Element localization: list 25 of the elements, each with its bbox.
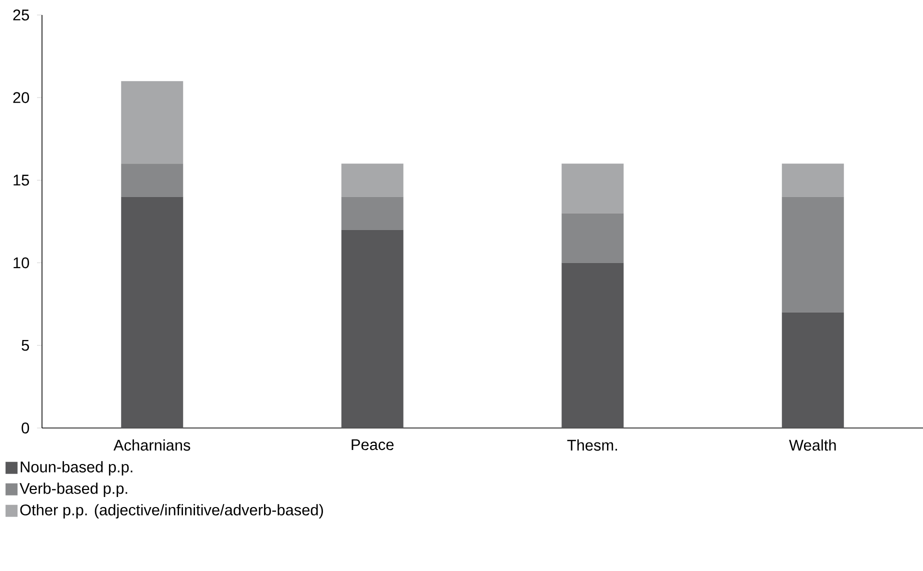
y-tick-label: 10 xyxy=(14,257,30,268)
legend-label: Noun-based p.p. xyxy=(20,461,132,476)
y-tick-label: 25 xyxy=(13,10,29,20)
x-tick-label: Peace xyxy=(352,439,394,450)
legend-label: Other p.p. (adjective/infinitive/adverb-based) xyxy=(20,504,323,518)
y-tick-label: 0 xyxy=(22,422,30,434)
bar xyxy=(121,81,184,164)
bar xyxy=(562,262,624,428)
x-tick-label: Thesm. xyxy=(567,439,617,451)
bar xyxy=(121,196,184,428)
bar xyxy=(782,312,844,428)
bar xyxy=(562,164,624,214)
y-tick-label: 5 xyxy=(22,340,30,351)
bar xyxy=(121,164,184,197)
bar xyxy=(341,230,404,428)
bar xyxy=(562,213,624,263)
y-tick-label: 20 xyxy=(13,92,30,104)
bar xyxy=(782,164,844,197)
bar xyxy=(782,196,844,312)
x-tick-label: Acharnians xyxy=(114,439,190,451)
x-tick-label: Wealth xyxy=(789,439,836,451)
bar xyxy=(341,196,404,230)
y-tick-label: 15 xyxy=(14,174,29,186)
legend-label: Verb-based p.p. xyxy=(20,482,128,497)
bar xyxy=(341,164,404,197)
